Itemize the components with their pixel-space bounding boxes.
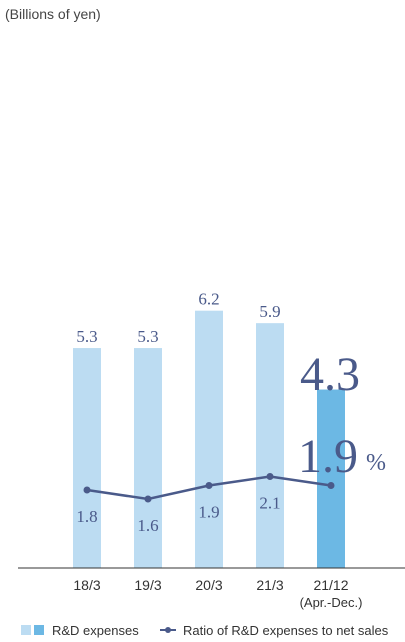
- legend-label-ratio: Ratio of R&D expenses to net sales: [183, 623, 389, 638]
- x-tick-sublabel: (Apr.-Dec.): [300, 595, 363, 610]
- unit-label: (Billions of yen): [5, 6, 101, 22]
- bar-value-label: 5.3: [76, 327, 97, 346]
- x-tick-label: 19/3: [134, 577, 161, 593]
- ratio-value-label: 2.1: [259, 494, 280, 513]
- bar-19-3: [134, 348, 162, 568]
- ratio-point: [266, 473, 274, 480]
- ratio-point: [144, 495, 152, 503]
- x-tick-label: 18/3: [73, 577, 100, 593]
- ratio-point: [205, 482, 213, 489]
- ratio-value-label: 1.9: [198, 503, 219, 522]
- ratio-value-label: 1.9: [298, 430, 358, 483]
- bar-value-label: 4.3: [300, 348, 360, 401]
- bar-value-label: 5.9: [259, 302, 280, 321]
- legend-label-rd-expenses: R&D expenses: [52, 623, 139, 638]
- legend-marker-ratio: [165, 627, 171, 633]
- bars-layer: 5.3 5.3 6.2 5.9 4.3: [73, 290, 360, 568]
- legend-swatch-rd-expenses-dark: [34, 625, 44, 635]
- bar-value-label: 5.3: [137, 327, 158, 346]
- x-tick-label: 21/12: [313, 577, 348, 593]
- bar-21-12: [317, 389, 345, 568]
- bar-21-3: [256, 323, 284, 568]
- bar-20-3: [195, 310, 223, 568]
- ratio-unit-label: %: [366, 450, 386, 476]
- x-tick-label: 20/3: [195, 577, 222, 593]
- ratio-line-layer: 1.8 1.6 1.9 2.1 1.9%: [76, 430, 386, 535]
- legend-swatch-rd-expenses-light: [21, 625, 31, 635]
- x-ticks-layer: 18/3 19/3 20/3 21/3 21/12 (Apr.-Dec.): [73, 577, 362, 610]
- ratio-value-label: 1.8: [76, 507, 97, 526]
- ratio-point: [327, 482, 335, 489]
- bar-18-3: [73, 348, 101, 568]
- ratio-value-label: 1.6: [137, 516, 158, 535]
- x-tick-label: 21/3: [256, 577, 283, 593]
- ratio-point: [83, 486, 91, 494]
- legend: R&D expenses Ratio of R&D expenses to net…: [21, 623, 389, 638]
- bar-value-label: 6.2: [198, 290, 219, 309]
